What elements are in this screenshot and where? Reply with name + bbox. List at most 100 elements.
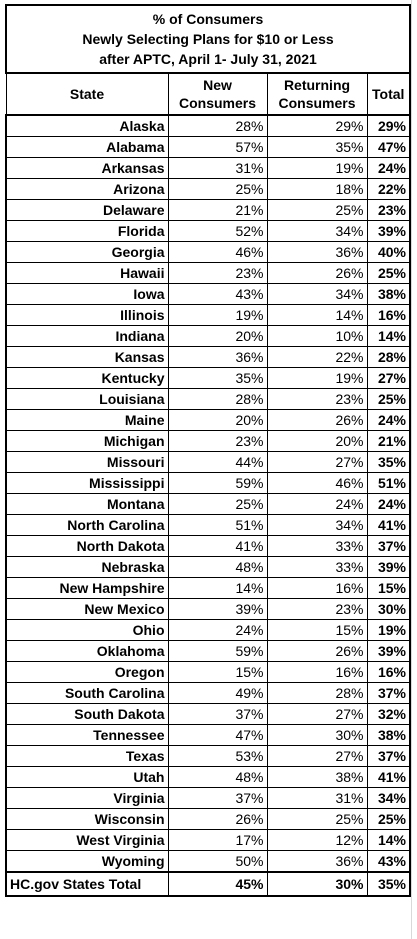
new-consumers-cell: 20% xyxy=(167,409,268,431)
total-cell: 39% xyxy=(366,556,412,578)
returning-consumers-cell: 38% xyxy=(266,766,368,788)
returning-consumers-cell: 23% xyxy=(266,388,368,410)
table-row: Wyoming 50% 36% 43% xyxy=(5,850,412,873)
total-cell: 32% xyxy=(366,703,412,725)
new-consumers-cell: 28% xyxy=(167,388,268,410)
total-cell: 22% xyxy=(366,178,412,200)
totals-new: 45% xyxy=(167,871,268,897)
table-row: Iowa 43% 34% 38% xyxy=(5,283,412,305)
table-row: South Dakota 37% 27% 32% xyxy=(5,703,412,725)
table-row: Michigan 23% 20% 21% xyxy=(5,430,412,452)
new-consumers-cell: 44% xyxy=(167,451,268,473)
returning-consumers-cell: 12% xyxy=(266,829,368,851)
header-returning-line-2: Consumers xyxy=(278,95,356,111)
total-cell: 21% xyxy=(366,430,412,452)
state-cell: Alabama xyxy=(5,136,169,158)
total-cell: 39% xyxy=(366,220,412,242)
total-cell: 25% xyxy=(366,262,412,284)
total-cell: 15% xyxy=(366,577,412,599)
returning-consumers-cell: 10% xyxy=(266,325,368,347)
total-cell: 27% xyxy=(366,367,412,389)
new-consumers-cell: 41% xyxy=(167,535,268,557)
total-cell: 14% xyxy=(366,325,412,347)
table-row: Tennessee 47% 30% 38% xyxy=(5,724,412,746)
consumer-plans-table: % of Consumers Newly Selecting Plans for… xyxy=(4,4,412,897)
returning-consumers-cell: 30% xyxy=(266,724,368,746)
total-cell: 30% xyxy=(366,598,412,620)
state-cell: South Carolina xyxy=(5,682,169,704)
total-cell: 38% xyxy=(366,724,412,746)
returning-consumers-cell: 27% xyxy=(266,703,368,725)
total-cell: 39% xyxy=(366,640,412,662)
returning-consumers-cell: 29% xyxy=(266,114,368,137)
state-cell: Virginia xyxy=(5,787,169,809)
state-cell: Florida xyxy=(5,220,169,242)
state-cell: Arizona xyxy=(5,178,169,200)
header-total: Total xyxy=(366,72,412,116)
state-cell: North Carolina xyxy=(5,514,169,536)
new-consumers-cell: 59% xyxy=(167,472,268,494)
total-cell: 29% xyxy=(366,114,412,137)
returning-consumers-cell: 26% xyxy=(266,262,368,284)
state-cell: Indiana xyxy=(5,325,169,347)
state-cell: Louisiana xyxy=(5,388,169,410)
state-cell: Kentucky xyxy=(5,367,169,389)
table-row: Arizona 25% 18% 22% xyxy=(5,178,412,200)
new-consumers-cell: 37% xyxy=(167,787,268,809)
table-row: Missouri 44% 27% 35% xyxy=(5,451,412,473)
table-row: Mississippi 59% 46% 51% xyxy=(5,472,412,494)
state-cell: Iowa xyxy=(5,283,169,305)
new-consumers-cell: 48% xyxy=(167,556,268,578)
total-cell: 28% xyxy=(366,346,412,368)
table-row: Illinois 19% 14% 16% xyxy=(5,304,412,326)
returning-consumers-cell: 36% xyxy=(266,850,368,873)
totals-label: HC.gov States Total xyxy=(5,871,169,897)
totals-total: 35% xyxy=(366,871,412,897)
gridline xyxy=(411,0,412,939)
table-row: Louisiana 28% 23% 25% xyxy=(5,388,412,410)
returning-consumers-cell: 19% xyxy=(266,157,368,179)
returning-consumers-cell: 34% xyxy=(266,283,368,305)
new-consumers-cell: 53% xyxy=(167,745,268,767)
returning-consumers-cell: 27% xyxy=(266,451,368,473)
total-cell: 41% xyxy=(366,766,412,788)
table-row: Utah 48% 38% 41% xyxy=(5,766,412,788)
total-cell: 51% xyxy=(366,472,412,494)
table-row: Hawaii 23% 26% 25% xyxy=(5,262,412,284)
total-cell: 25% xyxy=(366,808,412,830)
new-consumers-cell: 47% xyxy=(167,724,268,746)
new-consumers-cell: 37% xyxy=(167,703,268,725)
title-line-3: after APTC, April 1- July 31, 2021 xyxy=(99,51,317,67)
new-consumers-cell: 23% xyxy=(167,262,268,284)
table-row: Nebraska 48% 33% 39% xyxy=(5,556,412,578)
total-cell: 38% xyxy=(366,283,412,305)
returning-consumers-cell: 31% xyxy=(266,787,368,809)
new-consumers-cell: 26% xyxy=(167,808,268,830)
state-cell: Hawaii xyxy=(5,262,169,284)
total-cell: 16% xyxy=(366,304,412,326)
total-cell: 43% xyxy=(366,850,412,873)
new-consumers-cell: 59% xyxy=(167,640,268,662)
returning-consumers-cell: 34% xyxy=(266,514,368,536)
table-row: Delaware 21% 25% 23% xyxy=(5,199,412,221)
state-cell: Missouri xyxy=(5,451,169,473)
returning-consumers-cell: 27% xyxy=(266,745,368,767)
total-cell: 19% xyxy=(366,619,412,641)
total-cell: 24% xyxy=(366,409,412,431)
table-title: % of Consumers Newly Selecting Plans for… xyxy=(4,4,412,74)
returning-consumers-cell: 26% xyxy=(266,409,368,431)
new-consumers-cell: 24% xyxy=(167,619,268,641)
returning-consumers-cell: 28% xyxy=(266,682,368,704)
new-consumers-cell: 15% xyxy=(167,661,268,683)
new-consumers-cell: 43% xyxy=(167,283,268,305)
state-cell: North Dakota xyxy=(5,535,169,557)
header-new-consumers: New Consumers xyxy=(167,72,268,116)
table-row: New Hampshire 14% 16% 15% xyxy=(5,577,412,599)
state-cell: Kansas xyxy=(5,346,169,368)
state-cell: Montana xyxy=(5,493,169,515)
new-consumers-cell: 57% xyxy=(167,136,268,158)
total-cell: 24% xyxy=(366,157,412,179)
state-cell: Georgia xyxy=(5,241,169,263)
table-row: West Virginia 17% 12% 14% xyxy=(5,829,412,851)
